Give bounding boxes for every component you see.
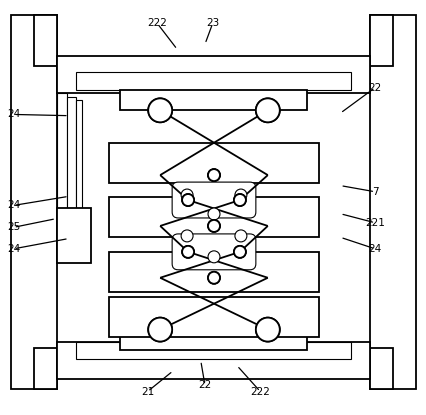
Text: 22: 22	[198, 381, 211, 391]
Text: 21: 21	[141, 386, 154, 397]
Bar	[109, 143, 318, 183]
Circle shape	[181, 246, 193, 258]
Text: 22: 22	[368, 83, 381, 93]
Circle shape	[148, 317, 172, 342]
Bar	[120, 330, 306, 349]
FancyBboxPatch shape	[172, 234, 255, 270]
Bar	[370, 347, 392, 389]
Circle shape	[148, 98, 172, 122]
Circle shape	[207, 251, 219, 263]
Bar	[56, 342, 370, 379]
Bar	[56, 208, 91, 263]
Circle shape	[207, 208, 219, 220]
Bar	[109, 297, 318, 337]
Circle shape	[233, 246, 245, 258]
Bar	[76, 100, 82, 248]
Circle shape	[148, 317, 172, 342]
Circle shape	[148, 98, 172, 122]
Circle shape	[207, 169, 219, 181]
Bar	[370, 15, 415, 389]
Circle shape	[207, 169, 219, 181]
Text: 24: 24	[368, 244, 381, 254]
Circle shape	[181, 189, 193, 201]
Bar	[76, 342, 350, 359]
Circle shape	[207, 272, 219, 284]
Circle shape	[207, 169, 219, 181]
Circle shape	[207, 272, 219, 284]
Text: 25: 25	[7, 222, 20, 232]
Circle shape	[181, 230, 193, 242]
Circle shape	[181, 246, 193, 258]
Bar	[370, 15, 392, 66]
Text: 7: 7	[371, 187, 377, 197]
Text: 24: 24	[7, 110, 20, 120]
Bar	[109, 252, 318, 292]
Circle shape	[181, 194, 193, 206]
Bar	[109, 197, 318, 237]
Circle shape	[233, 246, 245, 258]
Bar	[11, 15, 56, 389]
Circle shape	[255, 98, 279, 122]
Circle shape	[233, 194, 245, 206]
Circle shape	[207, 220, 219, 232]
Bar	[34, 15, 56, 66]
FancyBboxPatch shape	[172, 182, 255, 218]
Circle shape	[181, 194, 193, 206]
Text: 24: 24	[7, 244, 20, 254]
Bar	[76, 73, 350, 90]
Circle shape	[255, 317, 279, 342]
Bar	[56, 93, 67, 258]
Circle shape	[233, 194, 245, 206]
Bar	[34, 347, 56, 389]
Text: 23: 23	[205, 18, 219, 29]
Circle shape	[234, 230, 246, 242]
Bar	[56, 56, 370, 93]
Text: 221: 221	[364, 218, 384, 228]
Text: 24: 24	[7, 200, 20, 210]
Circle shape	[207, 220, 219, 232]
Circle shape	[255, 98, 279, 122]
Circle shape	[255, 317, 279, 342]
Bar	[120, 90, 306, 110]
Circle shape	[234, 189, 246, 201]
Bar	[67, 98, 76, 254]
Text: 222: 222	[250, 386, 270, 397]
Text: 222: 222	[147, 18, 167, 29]
